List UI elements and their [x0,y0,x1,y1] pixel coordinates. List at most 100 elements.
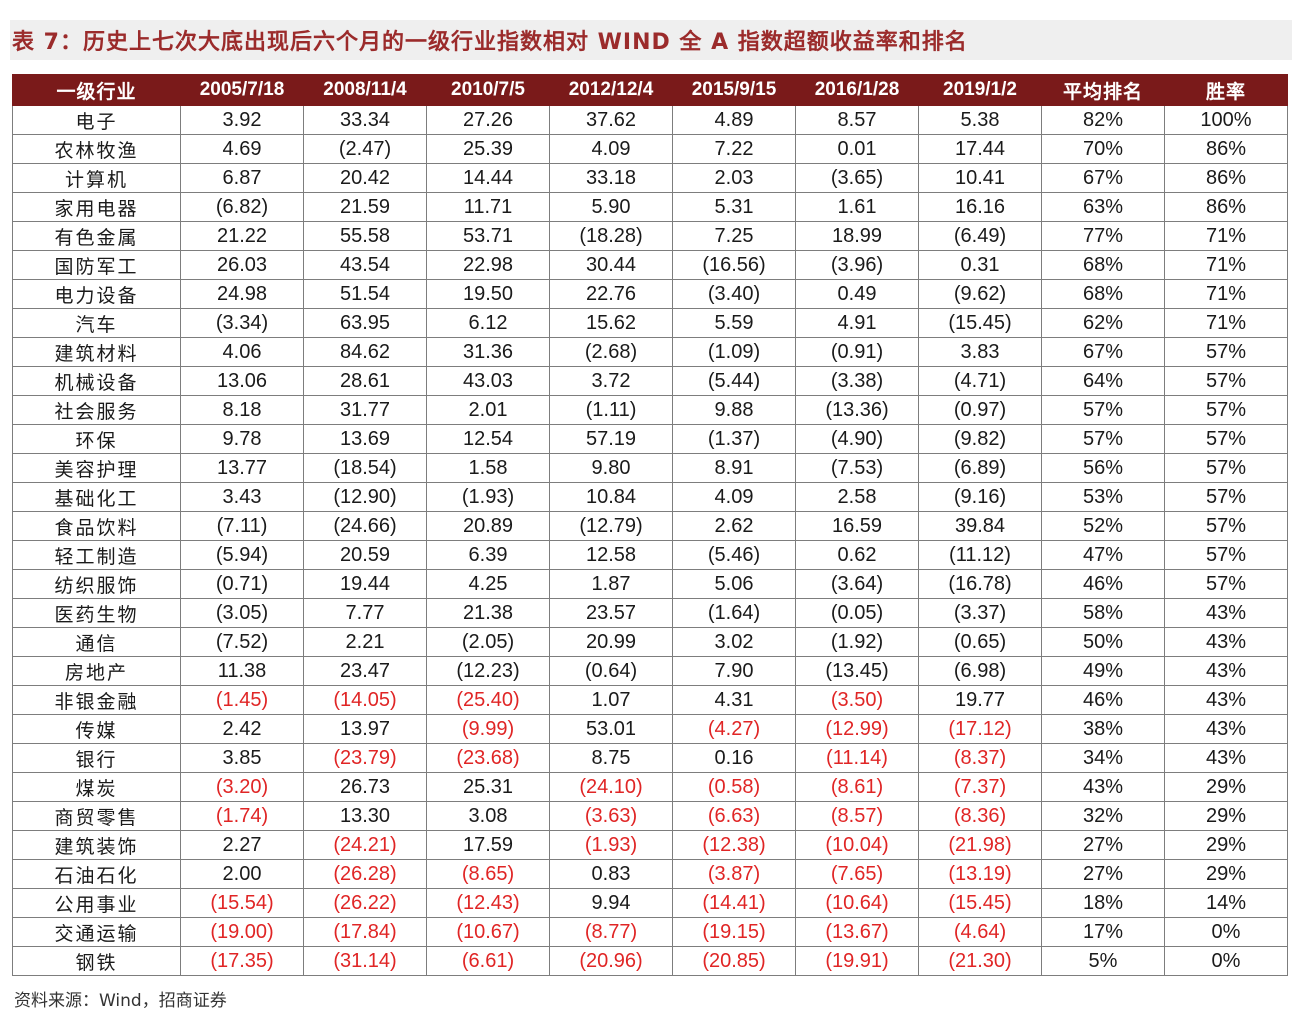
cell-2012: 8.75 [549,743,673,773]
cell-win-rate: 57% [1164,337,1288,367]
cell-2005: (1.45) [180,685,304,715]
cell-win-rate: 29% [1164,859,1288,889]
cell-2015: (4.27) [672,714,796,744]
cell-2010: 17.59 [426,830,550,860]
cell-2010: 3.08 [426,801,550,831]
cell-average-rank: 56% [1041,453,1165,483]
cell-2010: 20.89 [426,511,550,541]
industry-name-cell: 商贸零售 [12,801,181,831]
cell-2010: 2.01 [426,395,550,425]
cell-2012: (20.96) [549,946,673,976]
cell-2019: (13.19) [918,859,1042,889]
cell-2005: 4.06 [180,337,304,367]
cell-2005: (17.35) [180,946,304,976]
cell-2010: 53.71 [426,221,550,251]
header-average-rank: 平均排名 [1041,74,1165,106]
cell-win-rate: 14% [1164,888,1288,918]
industry-name-cell: 轻工制造 [12,540,181,570]
cell-average-rank: 68% [1041,279,1165,309]
industry-name-cell: 钢铁 [12,946,181,976]
cell-2008: 13.30 [303,801,427,831]
table-row: 公用事业 (15.54) (26.22) (12.43) 9.94 (14.41) (10.… [12,888,1288,918]
industry-name-cell: 社会服务 [12,395,181,425]
table-row: 美容护理 13.77 (18.54) 1.58 9.80 8.91 (7.53) (6.89)… [12,453,1288,483]
table-row: 国防军工 26.03 43.54 22.98 30.44 (16.56) (3.96) 0.3… [12,250,1288,280]
table-row: 机械设备 13.06 28.61 43.03 3.72 (5.44) (3.38) (4.71… [12,366,1288,396]
cell-average-rank: 53% [1041,482,1165,512]
cell-average-rank: 18% [1041,888,1165,918]
industry-name-cell: 传媒 [12,714,181,744]
cell-2005: 8.18 [180,395,304,425]
cell-2012: (3.63) [549,801,673,831]
cell-2016: (0.91) [795,337,919,367]
industry-name-cell: 环保 [12,424,181,454]
cell-win-rate: 29% [1164,830,1288,860]
cell-2015: 4.31 [672,685,796,715]
header-industry: 一级行业 [12,74,181,106]
cell-2005: (7.11) [180,511,304,541]
cell-2019: 39.84 [918,511,1042,541]
cell-2016: (3.38) [795,366,919,396]
cell-2016: (8.57) [795,801,919,831]
cell-2019: (3.37) [918,598,1042,628]
cell-2016: (3.65) [795,163,919,193]
table-row: 医药生物 (3.05) 7.77 21.38 23.57 (1.64) (0.05) (3.3… [12,598,1288,628]
industry-name-cell: 汽车 [12,308,181,338]
cell-2005: 13.06 [180,366,304,396]
cell-win-rate: 0% [1164,946,1288,976]
cell-2012: (0.64) [549,656,673,686]
cell-2015: 2.62 [672,511,796,541]
cell-2005: (7.52) [180,627,304,657]
cell-average-rank: 27% [1041,830,1165,860]
industry-name-cell: 食品饮料 [12,511,181,541]
cell-2010: 25.31 [426,772,550,802]
cell-2010: (25.40) [426,685,550,715]
cell-win-rate: 57% [1164,424,1288,454]
cell-2010: (1.93) [426,482,550,512]
cell-2008: (12.90) [303,482,427,512]
cell-2005: (3.05) [180,598,304,628]
cell-2012: 30.44 [549,250,673,280]
table-row: 基础化工 3.43 (12.90) (1.93) 10.84 4.09 2.58 (9.16)… [12,482,1288,512]
cell-2019: (9.62) [918,279,1042,309]
cell-2005: 2.42 [180,714,304,744]
cell-2015: (12.38) [672,830,796,860]
cell-2019: (6.98) [918,656,1042,686]
cell-2012: 0.83 [549,859,673,889]
cell-2008: 51.54 [303,279,427,309]
cell-2019: (17.12) [918,714,1042,744]
cell-2008: 20.59 [303,540,427,570]
cell-2016: (4.90) [795,424,919,454]
industry-name-cell: 农林牧渔 [12,134,181,164]
cell-2010: (8.65) [426,859,550,889]
title-bar [10,20,1292,60]
cell-average-rank: 17% [1041,917,1165,947]
cell-average-rank: 38% [1041,714,1165,744]
cell-2010: (23.68) [426,743,550,773]
cell-2015: 4.89 [672,105,796,135]
cell-2010: 6.12 [426,308,550,338]
cell-2015: (1.37) [672,424,796,454]
industry-name-cell: 有色金属 [12,221,181,251]
cell-win-rate: 57% [1164,395,1288,425]
cell-2005: 3.85 [180,743,304,773]
cell-2015: 3.02 [672,627,796,657]
cell-2012: 15.62 [549,308,673,338]
source-note: 资料来源：Wind，招商证券 [14,991,227,1011]
industry-name-cell: 计算机 [12,163,181,193]
cell-2012: 37.62 [549,105,673,135]
cell-2016: (7.53) [795,453,919,483]
industry-name-cell: 建筑装饰 [12,830,181,860]
cell-2005: 13.77 [180,453,304,483]
table-row: 计算机 6.87 20.42 14.44 33.18 2.03 (3.65) 10.41 67%… [12,163,1288,193]
cell-2005: (3.20) [180,772,304,802]
cell-2005: (3.34) [180,308,304,338]
table-row: 有色金属 21.22 55.58 53.71 (18.28) 7.25 18.99 (6.49… [12,221,1288,251]
cell-2019: 17.44 [918,134,1042,164]
cell-2010: 1.58 [426,453,550,483]
cell-2012: (1.93) [549,830,673,860]
cell-2010: 21.38 [426,598,550,628]
cell-2008: 63.95 [303,308,427,338]
cell-2015: (3.40) [672,279,796,309]
cell-2010: (10.67) [426,917,550,947]
